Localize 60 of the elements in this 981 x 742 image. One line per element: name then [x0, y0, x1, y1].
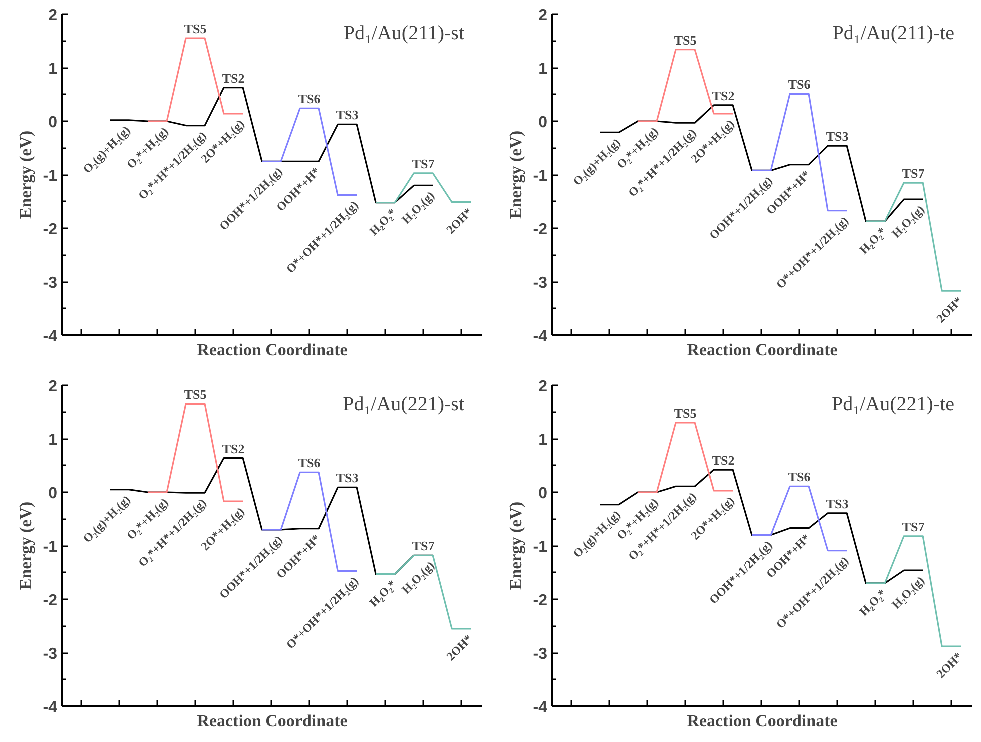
y-axis-title: Energy (eV) — [16, 502, 36, 590]
annotation: TS6 — [298, 92, 322, 107]
annotation: TS3 — [336, 470, 360, 486]
y-tick-label: -3 — [533, 646, 548, 663]
annotation: TS6 — [298, 456, 322, 471]
annotation: TS2 — [222, 441, 245, 456]
chart-title: Pd₁/Au(221)-st — [343, 394, 465, 416]
y-tick-label: -2 — [533, 222, 548, 238]
y-tick-label: 1 — [538, 432, 548, 449]
y-tick-label: -3 — [43, 275, 58, 292]
y-tick-label: -1 — [533, 168, 548, 185]
y-tick-label: 2 — [48, 378, 58, 396]
annotation: TS3 — [336, 108, 360, 123]
chart-title: Pd₁/Au(211)-te — [832, 22, 955, 44]
annotation: TS7 — [902, 519, 926, 534]
y-tick-label: -2 — [43, 222, 58, 238]
y-axis-title: Energy (eV) — [506, 130, 526, 220]
y-axis-title: Energy (eV) — [16, 130, 36, 220]
y-tick-label: 1 — [48, 432, 58, 449]
annotation: TS3 — [826, 496, 850, 512]
annotation: TS3 — [826, 129, 850, 144]
y-tick-label: 2 — [48, 8, 58, 24]
annotation: TS5 — [674, 32, 698, 48]
annotation: TS7 — [902, 166, 926, 182]
y-tick-label: -3 — [43, 646, 58, 663]
annotation: TS6 — [788, 77, 812, 92]
y-tick-label: -4 — [533, 700, 548, 716]
y-tick-label: 1 — [538, 61, 548, 78]
y-tick-label: -4 — [533, 328, 548, 346]
y-axis-title: Energy (eV) — [506, 502, 526, 590]
annotation: TS5 — [184, 22, 208, 37]
chart-title: Pd₁/Au(211)-st — [344, 22, 465, 44]
y-tick-label: 2 — [538, 378, 548, 396]
y-tick-label: 2 — [538, 8, 548, 24]
x-axis-title: Reaction Coordinate — [687, 712, 838, 730]
y-tick-label: 1 — [48, 61, 58, 78]
y-tick-label: 0 — [48, 114, 58, 132]
y-tick-label: -4 — [43, 328, 58, 346]
annotation: TS7 — [412, 156, 436, 172]
x-axis-title: Reaction Coordinate — [197, 712, 348, 730]
annotation: TS5 — [184, 387, 208, 402]
y-tick-label: -2 — [43, 592, 58, 610]
annotation: TS2 — [222, 70, 245, 86]
y-tick-label: -1 — [43, 539, 58, 556]
annotation: TS6 — [788, 470, 812, 485]
y-tick-label: -1 — [43, 168, 58, 185]
chart-title: Pd₁/Au(221)-te — [832, 394, 955, 416]
annotation: TS5 — [674, 406, 698, 421]
y-tick-label: -2 — [533, 592, 548, 610]
annotation: TS2 — [712, 88, 735, 104]
x-axis-title: Reaction Coordinate — [197, 340, 348, 360]
y-tick-label: 0 — [538, 486, 548, 502]
annotation: TS2 — [712, 453, 735, 468]
y-tick-label: 0 — [48, 486, 58, 502]
y-tick-label: -1 — [533, 539, 548, 556]
y-tick-label: -4 — [43, 700, 58, 716]
y-tick-label: 0 — [538, 114, 548, 132]
annotation: TS7 — [412, 538, 436, 554]
y-tick-label: -3 — [533, 275, 548, 292]
x-axis-title: Reaction Coordinate — [687, 340, 838, 360]
